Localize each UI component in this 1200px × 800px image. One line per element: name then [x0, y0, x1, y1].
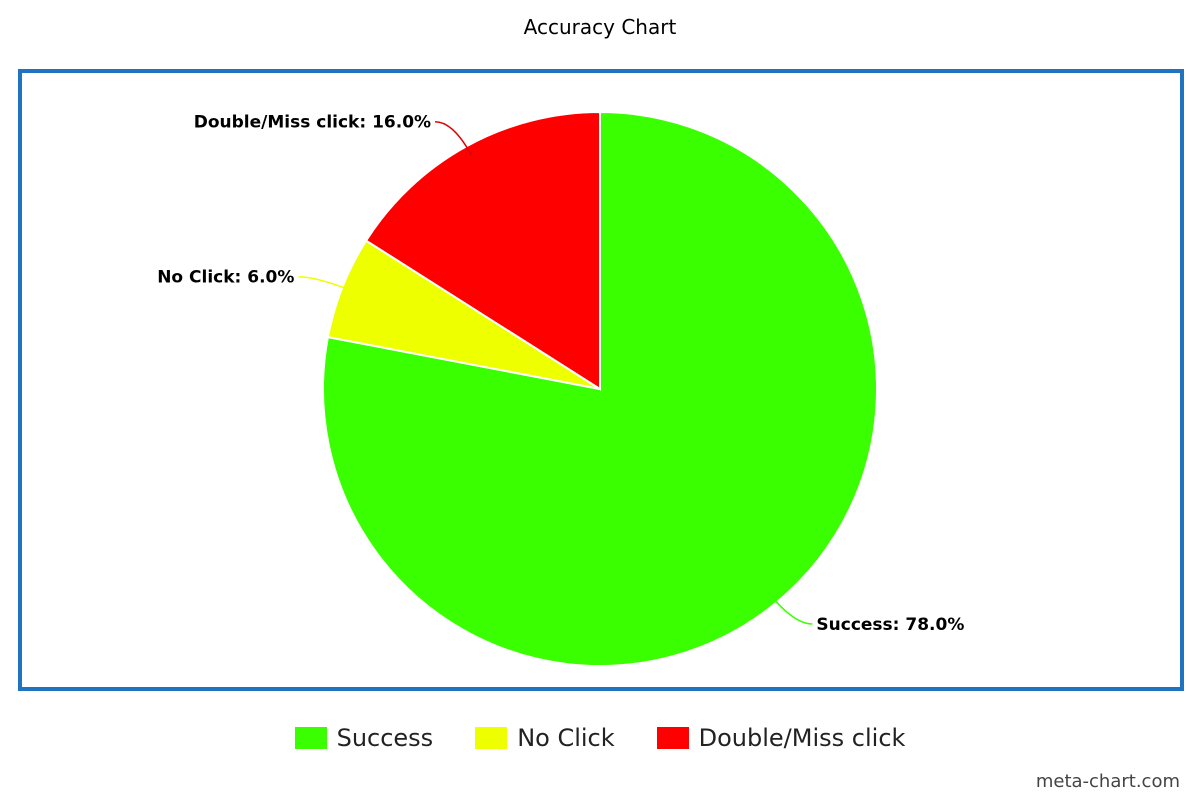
data-label-no-click: No Click: 6.0%	[157, 268, 294, 288]
legend-label-double-miss-click: Double/Miss click	[698, 724, 906, 752]
data-label-success: Success: 78.0%	[816, 615, 964, 635]
data-label-double-miss-click: Double/Miss click: 16.0%	[194, 113, 431, 133]
legend-swatch-success	[294, 727, 327, 749]
legend-swatch-no-click	[475, 727, 508, 749]
legend-label-success: Success	[336, 724, 434, 752]
plot-frame	[18, 69, 1184, 691]
legend-item-success[interactable]: Success	[294, 724, 434, 752]
legend-swatch-double-miss-click	[656, 727, 689, 749]
leader-line-no-click	[298, 275, 353, 292]
leader-line-double-miss-click	[435, 120, 473, 156]
legend-item-no-click[interactable]: No Click	[475, 724, 615, 752]
pie-labels: Success: 78.0% No Click: 6.0% Double/Miss …	[157, 113, 964, 635]
pie-slices	[322, 110, 878, 667]
legend: Success No Click Double/Miss click	[0, 724, 1200, 752]
credit-link[interactable]: meta-chart.com	[1035, 771, 1180, 792]
pie-leader-lines	[298, 120, 813, 625]
legend-item-double-miss-click[interactable]: Double/Miss click	[656, 724, 906, 752]
chart-title: Accuracy Chart	[523, 15, 677, 39]
leader-line-success	[769, 594, 813, 625]
legend-label-no-click: No Click	[517, 724, 615, 752]
